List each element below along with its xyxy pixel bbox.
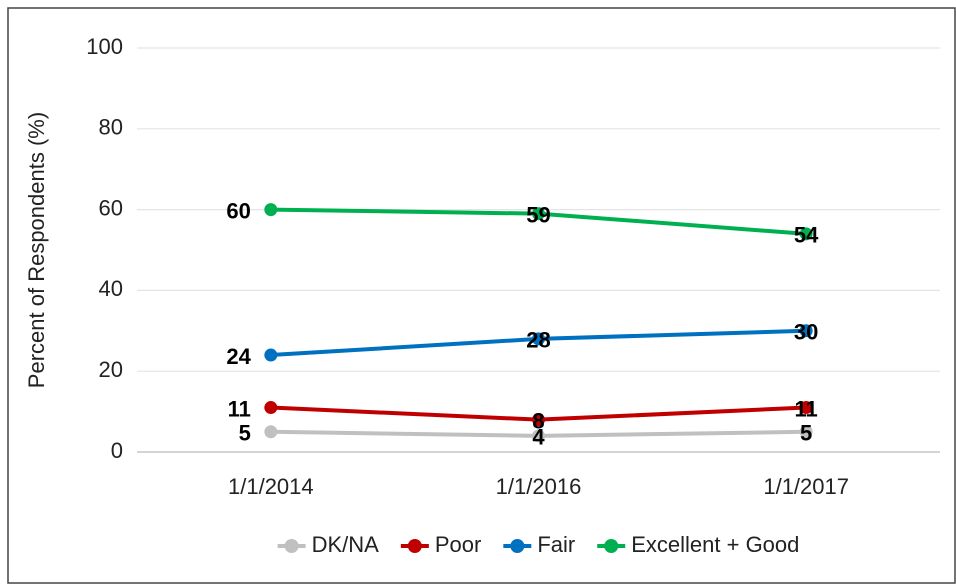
- data-point: [264, 203, 278, 217]
- legend-swatch: [284, 539, 299, 553]
- data-point: [799, 425, 813, 439]
- data-label: 30: [794, 320, 818, 345]
- chart-frame: [7, 7, 956, 584]
- data-point: [532, 207, 545, 221]
- data-point: [264, 401, 278, 415]
- data-label: 8: [532, 408, 544, 433]
- data-point: [532, 413, 545, 427]
- legend-swatch: [604, 539, 619, 553]
- data-label: 60: [226, 198, 250, 223]
- data-label: 59: [526, 202, 550, 227]
- y-tick-label: 60: [99, 195, 123, 220]
- legend-swatch: [407, 539, 422, 553]
- data-label: 24: [226, 344, 251, 369]
- data-point: [799, 227, 813, 241]
- data-point: [532, 332, 545, 346]
- data-label: 11: [228, 396, 251, 421]
- x-tick-label: 1/1/2014: [228, 474, 314, 499]
- y-axis-label: Percent of Respondents (%): [24, 112, 49, 388]
- x-tick-label: 1/1/2016: [496, 474, 582, 499]
- data-label: 4: [532, 425, 545, 450]
- legend: DK/NA Poor Fair Excellent + Good: [277, 532, 799, 557]
- y-tick-label: 20: [99, 357, 123, 382]
- legend-label: Poor: [435, 532, 481, 557]
- legend-swatch: [510, 539, 525, 553]
- data-point: [264, 425, 278, 439]
- data-label: 5: [800, 421, 812, 446]
- y-tick-label: 0: [111, 438, 123, 463]
- y-tick-label: 40: [99, 276, 123, 301]
- legend-label: DK/NA: [312, 532, 380, 557]
- data-point: [799, 324, 813, 338]
- y-tick-label: 80: [99, 115, 123, 140]
- legend-label: Excellent + Good: [631, 532, 799, 557]
- data-point: [264, 348, 278, 362]
- data-point: [799, 401, 813, 415]
- data-label: 5: [239, 421, 251, 446]
- legend-label: Fair: [537, 532, 575, 557]
- x-tick-label: 1/1/2017: [763, 474, 849, 499]
- data-point: [532, 429, 545, 443]
- y-tick-label: 100: [86, 34, 123, 59]
- data-label: 11: [795, 396, 818, 421]
- data-label: 28: [526, 328, 550, 353]
- data-label: 54: [794, 223, 819, 248]
